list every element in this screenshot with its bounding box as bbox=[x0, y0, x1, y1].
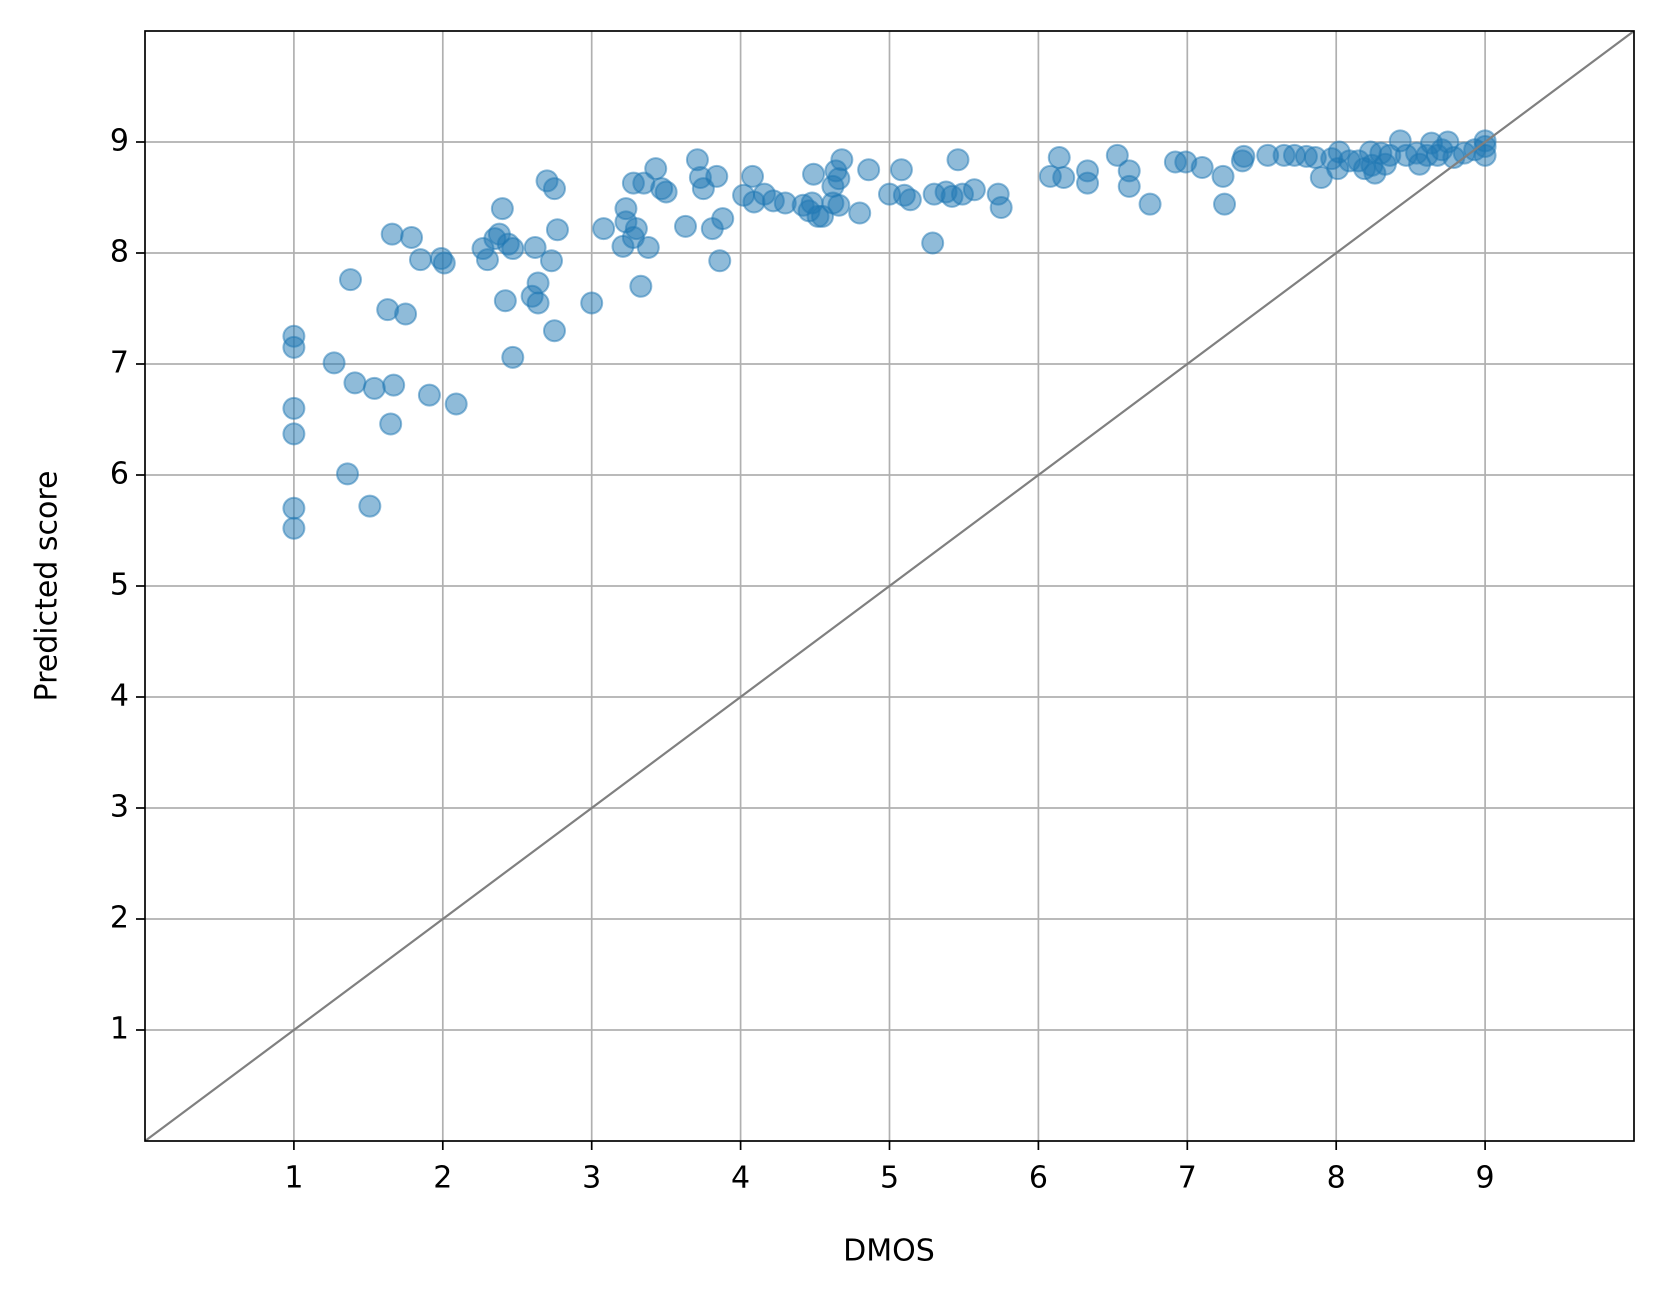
point bbox=[827, 167, 851, 191]
point bbox=[282, 335, 306, 359]
point bbox=[382, 373, 406, 397]
point bbox=[1138, 192, 1162, 216]
point bbox=[343, 371, 367, 395]
point bbox=[493, 289, 517, 313]
point bbox=[741, 164, 765, 188]
point bbox=[336, 462, 360, 486]
x-tick-label: 6 bbox=[1029, 1161, 1048, 1196]
point bbox=[400, 225, 424, 249]
x-tick-label: 4 bbox=[731, 1161, 750, 1196]
point bbox=[848, 201, 872, 225]
point bbox=[362, 376, 386, 400]
point bbox=[408, 248, 432, 272]
y-tick-label: 4 bbox=[110, 679, 129, 714]
point bbox=[644, 157, 668, 181]
point bbox=[629, 274, 653, 298]
point bbox=[282, 496, 306, 520]
point bbox=[542, 319, 566, 343]
x-tick-label: 1 bbox=[284, 1161, 303, 1196]
x-tick-label: 3 bbox=[582, 1161, 601, 1196]
point bbox=[1405, 141, 1429, 165]
point bbox=[501, 345, 525, 369]
point bbox=[358, 494, 382, 518]
point bbox=[282, 396, 306, 420]
point bbox=[674, 214, 698, 238]
point bbox=[490, 197, 514, 221]
point bbox=[624, 217, 648, 241]
x-tick-label: 2 bbox=[433, 1161, 452, 1196]
y-tick-label: 1 bbox=[110, 1012, 129, 1047]
point bbox=[1076, 171, 1100, 195]
point bbox=[1473, 143, 1497, 167]
point bbox=[1052, 166, 1076, 190]
point bbox=[921, 231, 945, 255]
y-tick-label: 2 bbox=[110, 901, 129, 936]
point bbox=[1117, 174, 1141, 198]
point bbox=[1190, 156, 1214, 180]
y-tick-label: 6 bbox=[110, 457, 129, 492]
x-tick-label: 8 bbox=[1327, 1161, 1346, 1196]
point bbox=[1213, 192, 1237, 216]
point bbox=[580, 291, 604, 315]
reference-line bbox=[144, 30, 1635, 1142]
point bbox=[898, 188, 922, 212]
point bbox=[322, 351, 346, 375]
x-axis-label: DMOS bbox=[843, 1234, 935, 1269]
point bbox=[526, 291, 550, 315]
point bbox=[379, 412, 403, 436]
y-tick-label: 3 bbox=[110, 790, 129, 825]
point bbox=[857, 158, 881, 182]
point bbox=[282, 516, 306, 540]
plot-frame bbox=[144, 30, 1635, 1142]
y-tick-label: 9 bbox=[110, 124, 129, 159]
point bbox=[705, 164, 729, 188]
point bbox=[802, 162, 826, 186]
point bbox=[338, 268, 362, 292]
point bbox=[1105, 143, 1129, 167]
point bbox=[545, 218, 569, 242]
point bbox=[417, 383, 441, 407]
point bbox=[827, 193, 851, 217]
point bbox=[501, 237, 525, 261]
point bbox=[1211, 164, 1235, 188]
point bbox=[711, 207, 735, 231]
point bbox=[1232, 144, 1256, 168]
point bbox=[989, 195, 1013, 219]
point bbox=[475, 248, 499, 272]
point bbox=[394, 302, 418, 326]
point bbox=[539, 249, 563, 273]
y-tick-label: 5 bbox=[110, 568, 129, 603]
y-tick-label: 7 bbox=[110, 346, 129, 381]
point bbox=[432, 251, 456, 275]
x-tick-label: 9 bbox=[1476, 1161, 1495, 1196]
point bbox=[708, 249, 732, 273]
point bbox=[962, 178, 986, 202]
point bbox=[889, 158, 913, 182]
point bbox=[946, 148, 970, 172]
point bbox=[282, 422, 306, 446]
y-axis-label: Predicted score bbox=[30, 471, 65, 702]
y-tick-label: 8 bbox=[110, 235, 129, 270]
point bbox=[444, 392, 468, 416]
point bbox=[523, 235, 547, 259]
point bbox=[380, 222, 404, 246]
x-tick-label: 7 bbox=[1178, 1161, 1197, 1196]
point bbox=[830, 148, 854, 172]
x-tick-label: 5 bbox=[880, 1161, 899, 1196]
point bbox=[654, 180, 678, 204]
point bbox=[542, 177, 566, 201]
point bbox=[592, 217, 616, 241]
point bbox=[1047, 146, 1071, 170]
point bbox=[636, 235, 660, 259]
point bbox=[1358, 140, 1382, 164]
